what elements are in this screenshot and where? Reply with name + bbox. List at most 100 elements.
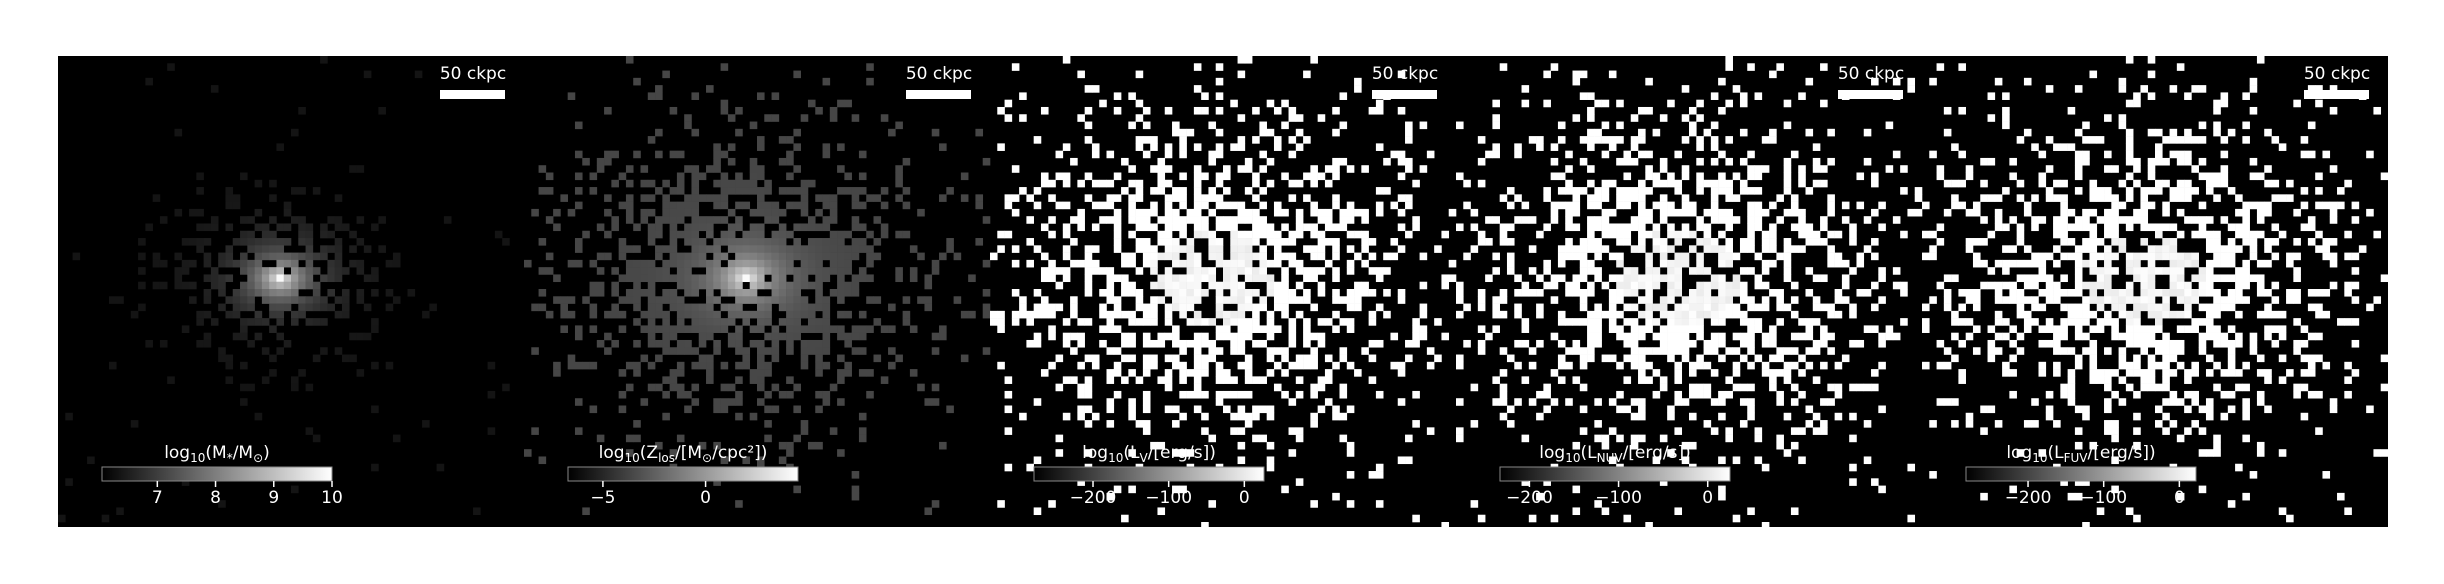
pixel [735,267,743,275]
pixel [2205,412,2214,421]
pixel [2082,347,2090,355]
pixel [1332,289,1340,297]
pixel [1099,310,1107,319]
pixel [545,310,554,319]
pixel [1747,303,1755,312]
label-part: (L [1580,443,1597,463]
pixel [720,456,729,465]
pixel [1317,332,1326,341]
pixel [1004,463,1013,472]
pixel [1499,194,1508,202]
pixel [2322,245,2331,253]
pixel [1739,310,1748,319]
pixel [1121,289,1129,297]
pixel [1405,121,1413,130]
pixel [1579,296,1588,304]
pixel [1172,303,1180,312]
pixel [1652,223,1661,232]
pixel [851,281,860,290]
pixel [2227,238,2236,246]
pixel [815,223,823,232]
pixel [1303,296,1311,304]
pixel [2184,369,2192,377]
pixel [2053,339,2061,348]
pixel [1790,194,1799,202]
pixel [203,259,212,268]
pixel [1048,267,1056,275]
pixel [706,376,714,384]
pixel [1456,398,1464,406]
pixel [1346,361,1355,370]
pixel [1106,274,1115,283]
pixel [2286,296,2294,304]
pixel [1150,187,1158,195]
pixel [1638,412,1646,421]
pixel [706,259,714,268]
pixel [960,194,969,202]
pixel [684,405,692,414]
pixel [1820,63,1828,71]
pixel [1208,157,1217,166]
pixel [633,296,641,304]
pixel [640,274,649,283]
pixel [1565,165,1573,173]
pixel [1579,318,1588,326]
pixel [1557,201,1566,210]
pixel [2147,187,2156,195]
pixel [2307,332,2316,341]
pixel [735,303,743,312]
pixel [1201,339,1209,348]
pixel [1747,339,1755,348]
pixel [567,361,576,370]
pixel [2264,238,2272,246]
pixel [2315,310,2323,319]
pixel [1659,325,1668,333]
pixel [786,449,794,457]
pixel [2198,172,2207,181]
pixel [1084,281,1093,290]
pixel [2023,245,2032,253]
pixel [2053,420,2061,428]
pixel [1936,361,1945,370]
pixel [2205,369,2214,377]
pixel [2147,267,2156,275]
pixel [2351,267,2360,275]
pixel [2205,303,2214,312]
pixel [997,106,1005,115]
pixel [1594,420,1602,428]
pixel [1674,325,1683,333]
pixel [1259,267,1267,275]
pixel [247,245,255,253]
pixel [1761,361,1770,370]
pixel [320,230,328,239]
pixel [669,187,678,195]
pixel [1798,208,1806,217]
pixel [371,274,379,283]
pixel [2264,369,2272,377]
pixel [1084,449,1093,457]
pixel [1863,289,1872,297]
pixel [553,223,561,232]
pixel [618,325,627,333]
pixel [858,201,867,210]
pixel [2104,296,2112,304]
pixel [2002,296,2010,304]
pixel [334,310,343,319]
pixel [1273,208,1282,217]
pixel [1863,157,1872,166]
pixel [1790,383,1799,392]
pixel [1375,267,1384,275]
pixel [2235,267,2243,275]
pixel [2133,274,2141,283]
pixel [1645,296,1653,304]
pixel [1419,121,1428,130]
pixel [1135,208,1144,217]
pixel [866,259,874,268]
pixel [815,441,823,450]
pixel [1667,347,1675,355]
pixel [1383,187,1391,195]
pixel [1747,398,1755,406]
pixel [2038,179,2047,188]
label-part: 10 [1108,451,1123,465]
pixel [2293,383,2301,392]
